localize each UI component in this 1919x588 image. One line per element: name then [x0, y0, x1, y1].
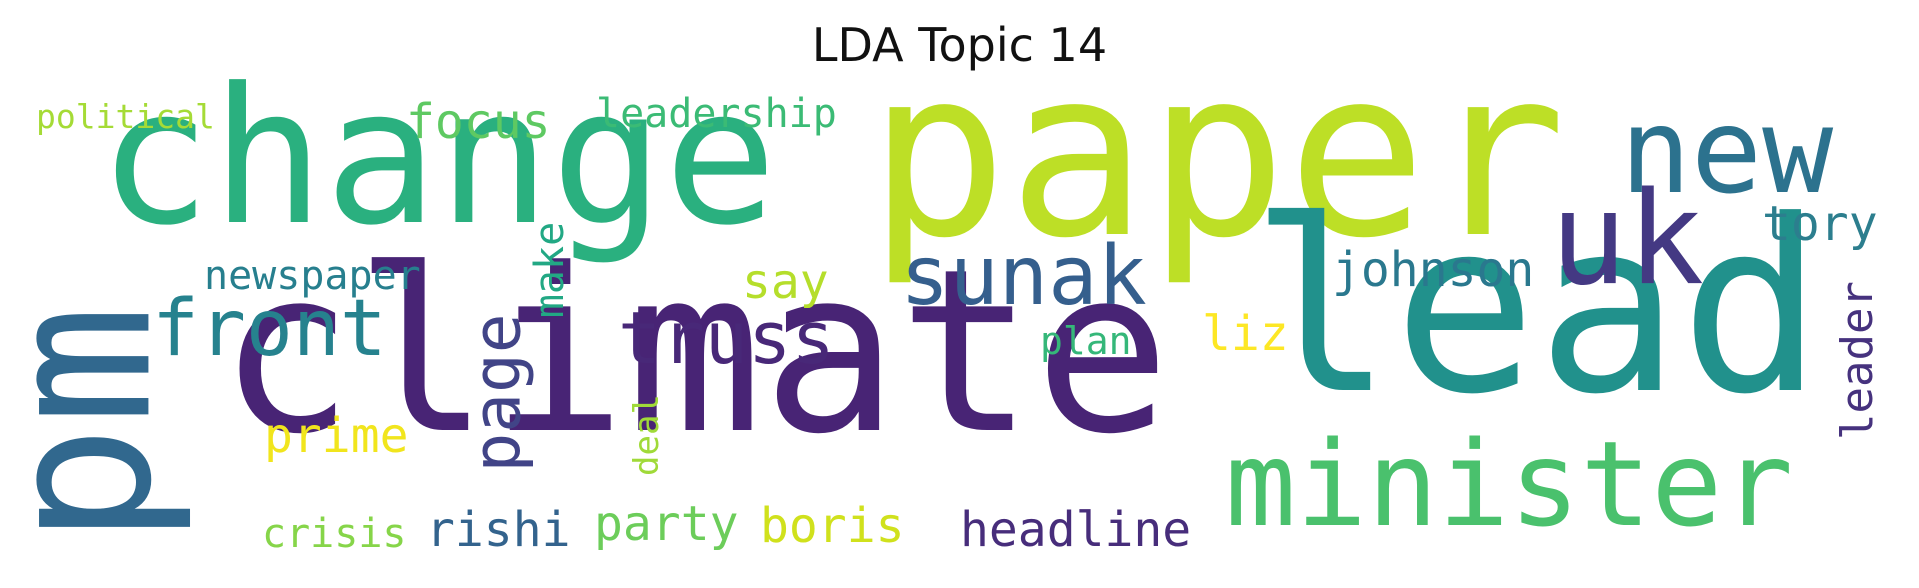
word-boris: boris: [760, 498, 905, 554]
word-page: page: [458, 313, 536, 473]
word-change: change: [98, 48, 778, 267]
word-truss: truss: [618, 296, 835, 380]
word-newspaper: newspaper: [204, 253, 421, 299]
word-focus: focus: [406, 94, 551, 150]
chart-title: LDA Topic 14: [811, 18, 1108, 72]
word-political: political: [36, 97, 215, 136]
word-plan: plan: [1040, 319, 1132, 363]
word-prime: prime: [264, 408, 409, 464]
word-headline: headline: [960, 502, 1192, 558]
word-paper: paper: [868, 19, 1567, 289]
word-leadership: leadership: [596, 91, 837, 137]
word-front: front: [152, 284, 387, 374]
word-crisis: crisis: [262, 511, 407, 557]
word-tory: tory: [1762, 196, 1878, 252]
word-johnson: johnson: [1332, 242, 1535, 298]
word-sunak: sunak: [900, 229, 1147, 324]
word-say: say: [742, 254, 829, 310]
word-climate: climate: [218, 221, 1171, 484]
word-minister: minister: [1225, 415, 1794, 553]
word-liz: liz: [1202, 306, 1289, 362]
word-uk: uk: [1550, 165, 1705, 314]
word-rishi: rishi: [426, 502, 571, 558]
word-new: new: [1620, 82, 1834, 220]
word-leader: leader: [1832, 281, 1883, 440]
word-lead: lead: [1250, 170, 1824, 447]
word-deal: deal: [626, 394, 667, 476]
word-party: party: [594, 496, 739, 552]
word-make: make: [527, 221, 574, 319]
